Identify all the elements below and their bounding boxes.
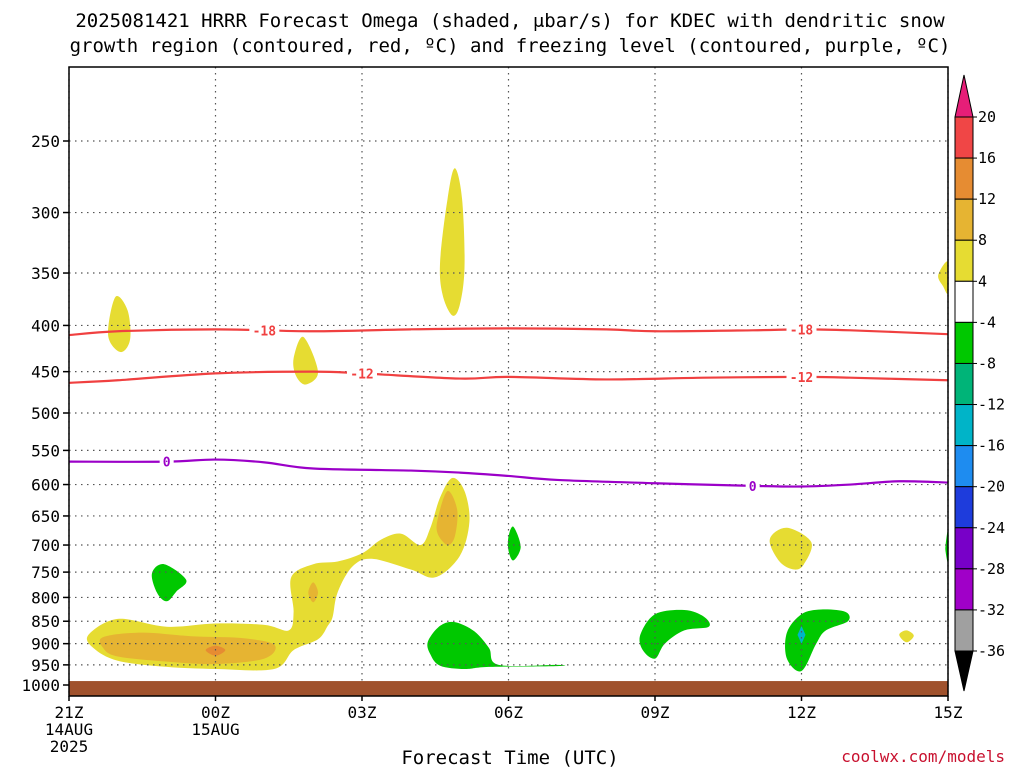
colorbar-label--20: -20: [978, 478, 1005, 496]
colorbar-label-8: 8: [978, 231, 987, 249]
omega-region-2: [439, 168, 465, 316]
omega-region-10: [205, 645, 226, 656]
colorbar-label-16: 16: [978, 149, 996, 167]
colorbar-label--32: -32: [978, 601, 1005, 619]
omega-region-8: [436, 490, 458, 546]
colorbar-label--28: -28: [978, 560, 1005, 578]
colorbar: 20 16 12 8 4 -4 -8 -12 -16 -20 -24 -28 -32 -36: [954, 74, 1005, 692]
colorbar-label--36: -36: [978, 642, 1005, 660]
colorbar-label--24: -24: [978, 519, 1005, 537]
colorbar-swatch-12: [954, 609, 974, 652]
y-tick-label-600: 600: [31, 476, 60, 495]
colorbar-swatch-1: [954, 157, 974, 200]
contour-label-dgz_-18-0: -18: [253, 324, 277, 339]
colorbar-label--16: -16: [978, 437, 1005, 455]
colorbar-swatch-7: [954, 404, 974, 447]
omega-region-0: [108, 296, 131, 353]
ground-surface: [69, 681, 948, 696]
contour-label-dgz_-18-1: -18: [790, 323, 814, 338]
y-tick-label-300: 300: [31, 204, 60, 223]
omega-region-core: [797, 625, 806, 644]
colorbar-label-20: 20: [978, 108, 996, 126]
y-axis: 250 300 350 400 450 500 550 600 650 700 750 800 850 9…: [21, 132, 69, 695]
x-tick-label-12Z: 12Z: [787, 703, 816, 722]
omega-region-13: [507, 526, 521, 561]
colorbar-label--8: -8: [978, 354, 996, 372]
colorbar-label-4: 4: [978, 272, 987, 290]
contour-label-bg: [249, 323, 280, 338]
x-tick-label-00Z: 00Z: [201, 703, 230, 722]
x-tick-date: 15AUG: [191, 720, 239, 739]
colorbar-label--4: -4: [978, 313, 996, 331]
contour-label-freezing_0-1: 0: [749, 480, 757, 495]
contour-freezing_0: [69, 458, 948, 488]
colorbar-swatch-3: [954, 239, 974, 282]
y-tick-label-400: 400: [31, 316, 60, 335]
y-tick-label-850: 850: [31, 612, 60, 631]
omega-region-3: [938, 261, 948, 294]
x-axis-label: Forecast Time (UTC): [401, 747, 618, 768]
colorbar-swatch-8: [954, 445, 974, 488]
omega-region-12: [427, 621, 566, 670]
colorbar-swatch-4: [954, 280, 974, 323]
x-tick-date: 14AUG: [45, 720, 93, 739]
y-tick-label-750: 750: [31, 563, 60, 582]
y-tick-label-450: 450: [31, 363, 60, 382]
y-tick-label-500: 500: [31, 404, 60, 423]
x-tick-label-21Z: 21Z: [55, 703, 84, 722]
y-tick-label-900: 900: [31, 635, 60, 654]
credit-text: coolwx.com/models: [841, 747, 1005, 766]
contour-label-bg: [786, 322, 817, 337]
y-tick-label-250: 250: [31, 132, 60, 151]
contour-label-bg: [159, 454, 174, 469]
x-tick-label-03Z: 03Z: [348, 703, 377, 722]
contour-label-bg: [347, 366, 377, 381]
colorbar-swatch-9: [954, 486, 974, 529]
contour-label-dgz_-12-0: -12: [350, 367, 373, 382]
x-tick-year: 2025: [50, 737, 89, 756]
colorbar-swatch-2: [954, 198, 974, 241]
colorbar-swatch-6: [954, 362, 974, 406]
y-tick-label-800: 800: [31, 588, 60, 607]
y-tick-label-650: 650: [31, 507, 60, 526]
contour-label-freezing_0-0: 0: [163, 456, 171, 471]
colorbar-label-12: 12: [978, 190, 996, 208]
colorbar-max-triangle: [954, 74, 974, 118]
contour-label-bg: [786, 369, 817, 384]
x-tick-label-15Z: 15Z: [934, 703, 963, 722]
x-tick-label-09Z: 09Z: [641, 703, 670, 722]
chart-title-line1: 2025081421 HRRR Forecast Omega (shaded, …: [75, 10, 945, 32]
colorbar-label--12: -12: [978, 396, 1005, 414]
omega-region-6: [899, 630, 914, 643]
omega-shading: [86, 168, 948, 672]
x-tick-label-06Z: 06Z: [494, 703, 523, 722]
plot-area: -18 -18 -12 -12 0 0: [68, 66, 949, 697]
colorbar-swatch-11: [954, 568, 974, 611]
chart-title-line2: growth region (contoured, red, ºC) and f…: [70, 35, 951, 57]
y-tick-label-700: 700: [31, 536, 60, 555]
contour-label-bg: [745, 478, 760, 493]
omega-region-7: [99, 632, 276, 665]
contour-label-dgz_-12-1: -12: [790, 371, 813, 386]
colorbar-swatch-0: [954, 116, 974, 159]
omega-region-11: [151, 564, 187, 602]
y-tick-label-550: 550: [31, 441, 60, 460]
colorbar-swatch-10: [954, 527, 974, 570]
colorbar-swatch-5: [954, 321, 974, 364]
y-tick-label-950: 950: [31, 656, 60, 675]
colorbar-min-triangle: [954, 650, 974, 692]
y-tick-label-1000: 1000: [21, 676, 60, 695]
y-tick-label-350: 350: [31, 264, 60, 283]
contour-lines: -18 -18 -12 -12 0 0: [69, 322, 948, 495]
omega-region-14: [639, 609, 710, 659]
